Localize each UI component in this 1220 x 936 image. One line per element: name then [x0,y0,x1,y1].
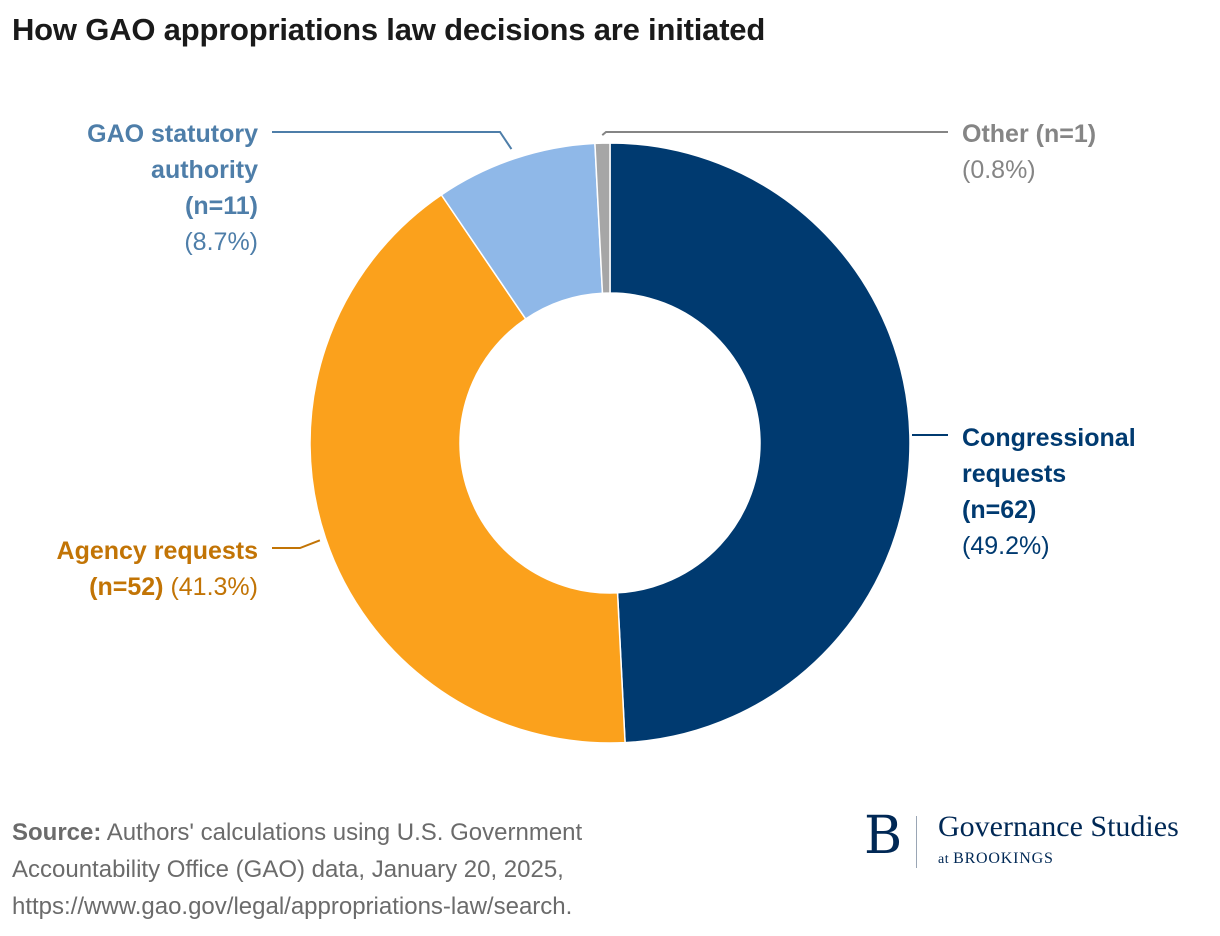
label-congressional-requests: Congressional requests (n=62) (49.2%) [962,420,1220,564]
leader-other [601,131,948,136]
label-cong-name: Congressional requests [962,424,1136,488]
logo-mark: B [864,806,903,866]
label-agency-count: (n=52) [89,573,164,601]
brookings-logo: B Governance Studies at BROOKINGS [864,806,1214,870]
logo-sub-org: BROOKINGS [953,850,1054,867]
logo-divider [916,816,917,868]
chart-title: How GAO appropriations law decisions are… [12,12,766,47]
label-gao-name: GAO statutory authority [87,120,258,184]
donut-chart [272,131,948,744]
leader-gao-statutory-authority [272,131,513,150]
label-agency-requests: Agency requests (n=52) (41.3%) [57,533,258,605]
slice-congressional-requests [609,142,911,744]
logo-name: Governance Studies [938,810,1179,843]
source-label: Source: [12,819,102,846]
label-gao-count: (n=11) [185,192,258,220]
label-gao-statutory-authority: GAO statutory authority (n=11) (8.7%) [0,116,258,260]
label-agency-name: Agency requests [56,537,258,565]
label-other-pct: (0.8%) [962,156,1036,184]
source-text: Authors' calculations using U.S. Governm… [12,819,583,920]
label-other-count: (n=1) [1035,120,1097,148]
label-cong-pct: (49.2%) [962,532,1050,560]
logo-subtitle: at BROOKINGS [938,850,1054,868]
leader-agency-requests [272,539,321,549]
label-other-name: Other [962,120,1029,148]
slice-agency-requests [309,193,626,744]
label-cong-count: (n=62) [962,496,1037,524]
label-agency-pct: (41.3%) [170,573,258,601]
slice-other [594,142,611,294]
logo-sub-at: at [938,852,950,867]
label-other: Other (n=1) (0.8%) [962,116,1096,188]
source-note: Source: Authors' calculations using U.S.… [12,814,732,925]
label-gao-pct: (8.7%) [184,228,258,256]
